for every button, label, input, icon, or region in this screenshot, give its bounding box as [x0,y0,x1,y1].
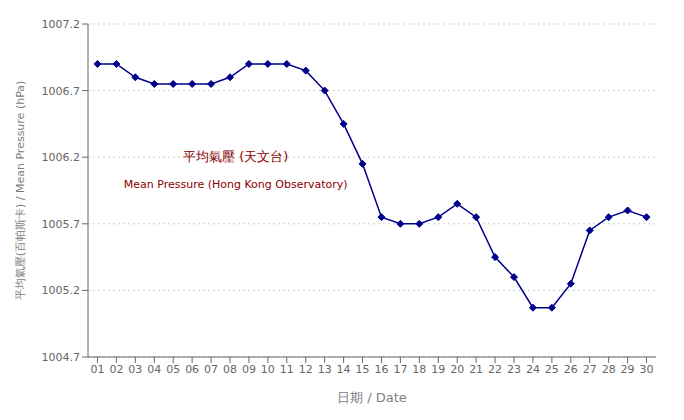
html-text:平均氣壓 (天文台): 平均氣壓 (天文台) [183,149,289,165]
svg-text:1005.7: 1005.7 [42,218,81,231]
html-text:Mean Pressure (Hong Kong Obser: Mean Pressure (Hong Kong Observatory) [123,177,348,191]
svg-text:12: 12 [299,363,313,376]
svg-text:07: 07 [204,363,218,376]
svg-text:1006.2: 1006.2 [42,151,81,164]
svg-text:16: 16 [374,363,388,376]
svg-text:18: 18 [412,363,426,376]
svg-text:04: 04 [147,363,161,376]
svg-text:29: 29 [621,363,635,376]
svg-text:01: 01 [90,363,104,376]
svg-text:1004.7: 1004.7 [42,351,81,364]
svg-text:26: 26 [564,363,578,376]
svg-text:28: 28 [602,363,616,376]
svg-text:22: 22 [488,363,502,376]
svg-text:05: 05 [166,363,180,376]
svg-text:27: 27 [583,363,597,376]
svg-text:24: 24 [526,363,540,376]
svg-text:13: 13 [318,363,332,376]
svg-text:21: 21 [469,363,483,376]
svg-text:平均氣壓(百帕斯卡) / Mean Pressure (hP: 平均氣壓(百帕斯卡) / Mean Pressure (hPa) [14,81,27,301]
svg-text:14: 14 [337,363,351,376]
svg-text:25: 25 [545,363,559,376]
svg-text:20: 20 [450,363,464,376]
svg-text:日期 / Date: 日期 / Date [337,390,407,405]
svg-text:06: 06 [185,363,199,376]
svg-text:1007.2: 1007.2 [42,18,81,31]
svg-text:15: 15 [356,363,370,376]
svg-text:10: 10 [261,363,275,376]
svg-text:19: 19 [431,363,445,376]
svg-text:1005.2: 1005.2 [42,284,81,297]
svg-text:11: 11 [280,363,294,376]
svg-text:1006.7: 1006.7 [42,85,81,98]
svg-text:08: 08 [223,363,237,376]
svg-text:30: 30 [640,363,654,376]
svg-text:17: 17 [393,363,407,376]
svg-text:02: 02 [109,363,123,376]
svg-text:23: 23 [507,363,521,376]
svg-text:03: 03 [128,363,142,376]
svg-text:09: 09 [242,363,256,376]
